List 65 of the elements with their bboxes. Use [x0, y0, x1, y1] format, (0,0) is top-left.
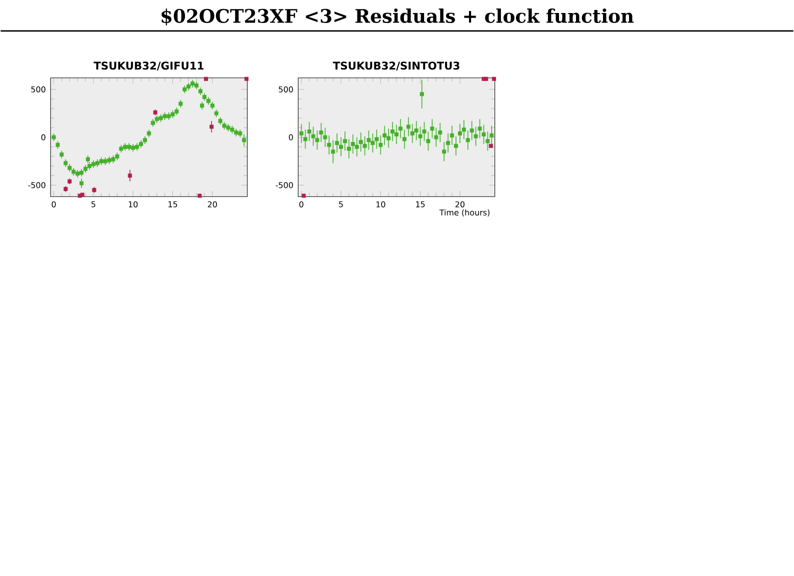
- point: [242, 138, 246, 142]
- point: [327, 142, 332, 147]
- point: [311, 134, 316, 138]
- point: [492, 76, 496, 81]
- point: [474, 134, 478, 138]
- point: [80, 192, 84, 197]
- point: [486, 139, 490, 144]
- point: [422, 130, 426, 134]
- point: [374, 137, 379, 142]
- point: [418, 134, 422, 138]
- point: [354, 144, 359, 149]
- point: [414, 128, 418, 133]
- point: [420, 92, 424, 96]
- point: [454, 144, 458, 148]
- point: [478, 126, 482, 131]
- point: [362, 144, 367, 148]
- point: [307, 130, 312, 134]
- point: [80, 181, 84, 186]
- point: [450, 133, 454, 138]
- point: [402, 137, 406, 142]
- point: [339, 144, 343, 149]
- point: [378, 142, 383, 147]
- point: [462, 128, 466, 132]
- point: [490, 133, 494, 138]
- point: [244, 76, 248, 81]
- point: [442, 150, 446, 154]
- point: [358, 140, 363, 144]
- point: [350, 142, 355, 146]
- point: [204, 76, 208, 81]
- point: [430, 126, 434, 131]
- point: [342, 139, 347, 144]
- point: [198, 194, 202, 198]
- text: $02OCT23XF <3> Residuals + clock function: [162, 8, 634, 26]
- point: [382, 133, 387, 138]
- point: [315, 138, 320, 142]
- point: [331, 150, 336, 154]
- point: [470, 128, 474, 133]
- point: [482, 132, 486, 136]
- point: [323, 135, 328, 140]
- point: [488, 144, 493, 148]
- point: [370, 141, 375, 146]
- point: [394, 132, 399, 136]
- chart-title: TSUKUB32/GIFU11: [94, 62, 204, 70]
- point: [299, 131, 304, 136]
- point: [386, 136, 391, 140]
- point: [466, 138, 470, 142]
- point: [398, 126, 402, 131]
- point: [426, 139, 430, 144]
- point: [438, 130, 442, 134]
- point: [303, 137, 308, 142]
- point: [335, 141, 340, 146]
- point: [410, 131, 414, 136]
- point: [302, 194, 306, 198]
- point: [390, 130, 395, 134]
- point: [210, 124, 214, 129]
- point: [319, 130, 324, 134]
- point: [458, 131, 462, 136]
- point: [446, 141, 450, 146]
- point: [346, 146, 351, 151]
- point: [406, 124, 410, 129]
- chart-title: TSUKUB32/SINTOTU3: [332, 62, 460, 70]
- point: [434, 135, 438, 140]
- point: [128, 174, 132, 178]
- point: [366, 138, 371, 142]
- point: [484, 76, 488, 81]
